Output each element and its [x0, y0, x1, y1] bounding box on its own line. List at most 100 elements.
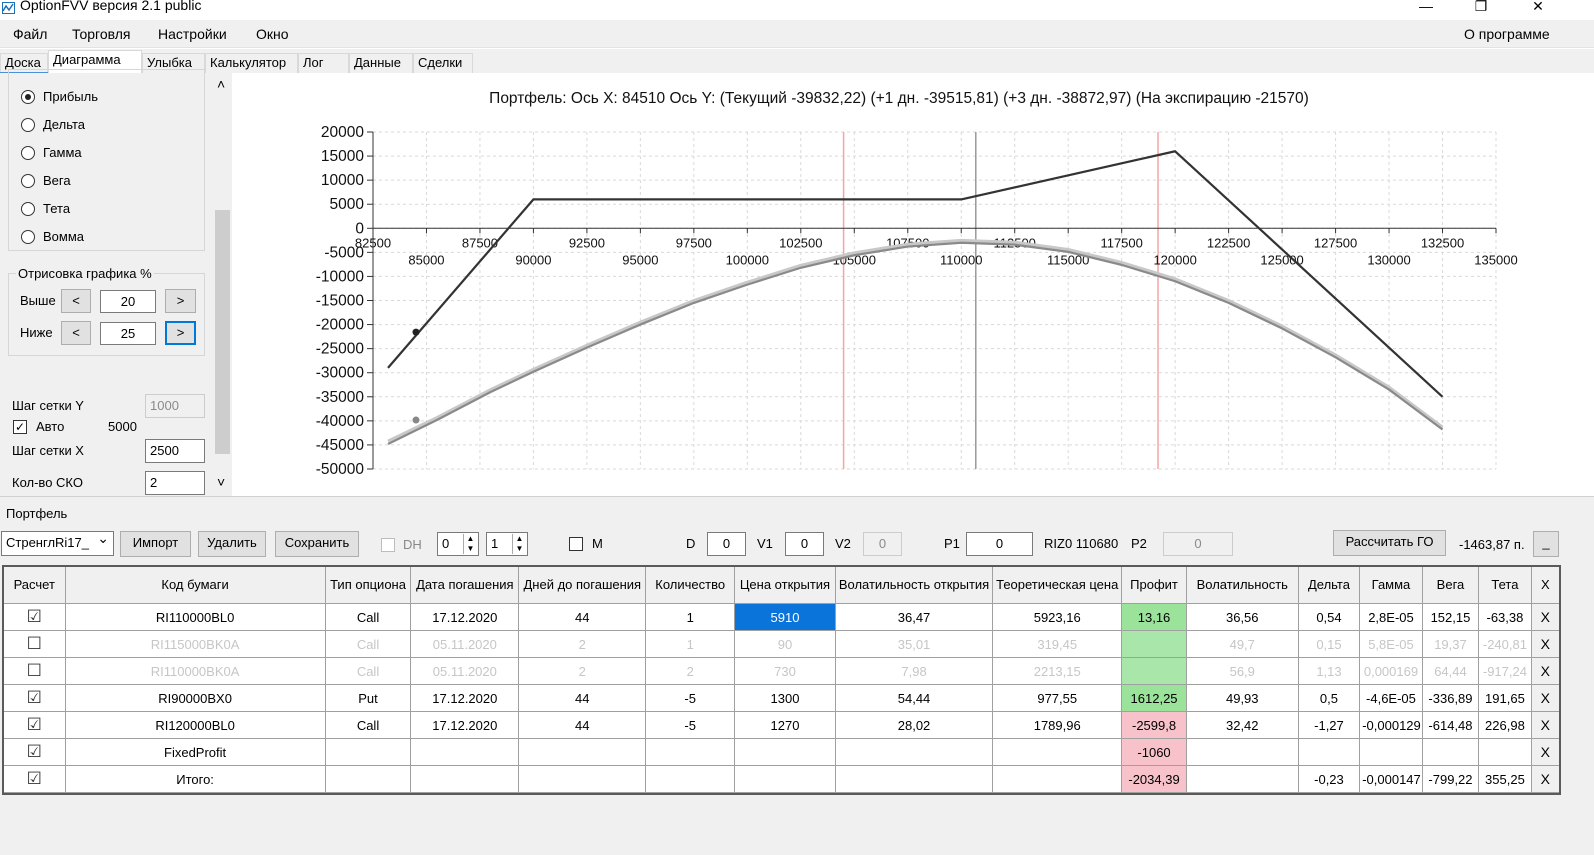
remove-row-button[interactable]: X [1540, 663, 1550, 679]
table-cell[interactable]: 49,93 [1185, 684, 1299, 712]
m-checkbox[interactable] [569, 537, 583, 551]
table-cell[interactable]: 2,8E-05 [1359, 603, 1423, 631]
table-cell[interactable]: 36,47 [834, 603, 994, 631]
v2-input[interactable]: 0 [863, 532, 902, 556]
table-cell[interactable]: RI115000BK0A [64, 630, 326, 658]
table-cell[interactable]: -63,38 [1478, 603, 1532, 631]
auto-checkbox[interactable]: ✓ [13, 420, 27, 434]
spin2-input[interactable]: 1 ▲ ▼ [486, 532, 528, 556]
grid-x-input[interactable]: 2500 [145, 439, 205, 463]
below-input[interactable]: 25 [100, 322, 156, 345]
column-header-3[interactable]: Дата погашения [410, 566, 520, 604]
table-cell[interactable]: -0,000129 [1359, 711, 1423, 739]
table-cell[interactable]: 977,55 [992, 684, 1123, 712]
table-cell[interactable]: RI110000BK0A [64, 657, 326, 685]
spin2-arrows-icon[interactable]: ▲ ▼ [512, 534, 526, 554]
table-cell[interactable] [518, 765, 647, 793]
table-cell[interactable]: 2 [518, 657, 647, 685]
table-cell[interactable]: 355,25 [1478, 765, 1532, 793]
radio-5[interactable] [21, 230, 35, 244]
maximize-button[interactable]: ❐ [1474, 0, 1488, 14]
close-button[interactable]: ✕ [1532, 0, 1544, 14]
radio-4[interactable] [21, 202, 35, 216]
table-cell[interactable]: -336,89 [1421, 684, 1480, 712]
v1-input[interactable]: 0 [785, 532, 824, 556]
table-cell[interactable]: 44 [518, 603, 647, 631]
splitter[interactable] [0, 496, 1594, 501]
minimize-panel-button[interactable]: _ [1533, 531, 1559, 557]
table-cell[interactable]: 0,15 [1297, 630, 1361, 658]
table-cell[interactable]: 730 [734, 657, 836, 685]
table-cell[interactable]: -4,6E-05 [1359, 684, 1423, 712]
table-cell[interactable] [1359, 738, 1423, 766]
table-cell[interactable]: -614,48 [1421, 711, 1480, 739]
table-cell[interactable]: Call [324, 657, 412, 685]
remove-row-button[interactable]: X [1540, 771, 1550, 787]
table-cell[interactable]: Call [324, 630, 412, 658]
table-cell[interactable]: 28,02 [834, 711, 994, 739]
menu-window[interactable]: Окно [256, 26, 289, 42]
menu-file[interactable]: Файл [13, 26, 48, 42]
table-cell[interactable] [992, 765, 1123, 793]
column-header-2[interactable]: Тип опциона [324, 566, 412, 604]
row-calc-checkbox[interactable]: ☑ [3, 738, 66, 766]
table-cell[interactable]: RI110000BL0 [64, 603, 326, 631]
menu-settings[interactable]: Настройки [158, 26, 227, 42]
table-cell[interactable]: -2599,8 [1121, 711, 1187, 739]
table-cell[interactable]: -1,27 [1297, 711, 1361, 739]
table-row[interactable]: ☑ RI110000BL0 Call 17.12.2020 44 1 5910 36,47 59… [3, 603, 1561, 631]
table-cell[interactable] [734, 738, 836, 766]
import-button[interactable]: Импорт [120, 531, 191, 557]
table-cell[interactable]: -5 [645, 684, 736, 712]
table-cell[interactable]: 1 [645, 603, 736, 631]
sko-input[interactable]: 2 [145, 471, 205, 495]
menu-about[interactable]: О программе [1464, 26, 1550, 42]
table-cell[interactable]: 2 [518, 630, 647, 658]
table-cell[interactable] [1297, 738, 1361, 766]
spin1-input[interactable]: 0 ▲ ▼ [437, 532, 479, 556]
above-decrease-button[interactable]: < [61, 289, 91, 313]
table-row[interactable]: ☑ FixedProfit -1060 X [3, 738, 1561, 766]
table-cell[interactable]: 49,7 [1185, 630, 1299, 658]
table-cell[interactable] [410, 738, 520, 766]
table-cell[interactable]: 44 [518, 684, 647, 712]
table-cell[interactable]: -0,23 [1297, 765, 1361, 793]
tab-deals[interactable]: Сделки [413, 53, 473, 73]
portfolio-selector[interactable]: СтренглRi17_ ⌄ [1, 531, 114, 556]
table-row[interactable]: ☑ Итого: -2034,39 -0,23 -0,000147 -799,22 355,… [3, 765, 1561, 793]
table-row[interactable]: ☑ RI120000BL0 Call 17.12.2020 44 -5 1270 28,02 1… [3, 711, 1561, 739]
table-cell[interactable]: -0,000147 [1359, 765, 1423, 793]
table-cell[interactable] [834, 765, 994, 793]
below-increase-button[interactable]: > [165, 321, 196, 345]
table-cell[interactable] [324, 738, 412, 766]
table-cell[interactable]: -5 [645, 711, 736, 739]
above-increase-button[interactable]: > [165, 289, 196, 313]
column-header-7[interactable]: Волатильность открытия [834, 566, 994, 604]
radio-0[interactable] [21, 90, 35, 104]
table-cell[interactable] [834, 738, 994, 766]
table-cell[interactable] [1478, 738, 1532, 766]
remove-row-button[interactable]: X [1540, 690, 1550, 706]
table-cell[interactable]: FixedProfit [64, 738, 326, 766]
table-cell[interactable]: -799,22 [1421, 765, 1480, 793]
table-cell[interactable]: 0,54 [1297, 603, 1361, 631]
table-cell[interactable]: 17.12.2020 [410, 603, 520, 631]
table-cell[interactable] [1185, 765, 1299, 793]
table-cell[interactable]: 5,8E-05 [1359, 630, 1423, 658]
column-header-13[interactable]: Вега [1421, 566, 1480, 604]
table-cell[interactable]: 36,56 [1185, 603, 1299, 631]
table-cell[interactable]: 05.11.2020 [410, 657, 520, 685]
column-header-0[interactable]: Расчет [3, 566, 66, 604]
table-cell[interactable]: Put [324, 684, 412, 712]
table-cell[interactable]: Итого: [64, 765, 326, 793]
radio-3[interactable] [21, 174, 35, 188]
row-calc-checkbox[interactable]: ☐ [3, 630, 66, 658]
table-row[interactable]: ☐ RI110000BK0A Call 05.11.2020 2 2 730 7,98 2213… [3, 657, 1561, 685]
table-cell[interactable] [324, 765, 412, 793]
tab-diagram[interactable]: Диаграмма [48, 50, 142, 73]
table-cell[interactable]: 1612,25 [1121, 684, 1187, 712]
column-header-14[interactable]: Тета [1478, 566, 1532, 604]
remove-row-button[interactable]: X [1540, 744, 1550, 760]
calc-go-button[interactable]: Рассчитать ГО [1333, 530, 1446, 556]
table-cell[interactable]: 35,01 [834, 630, 994, 658]
